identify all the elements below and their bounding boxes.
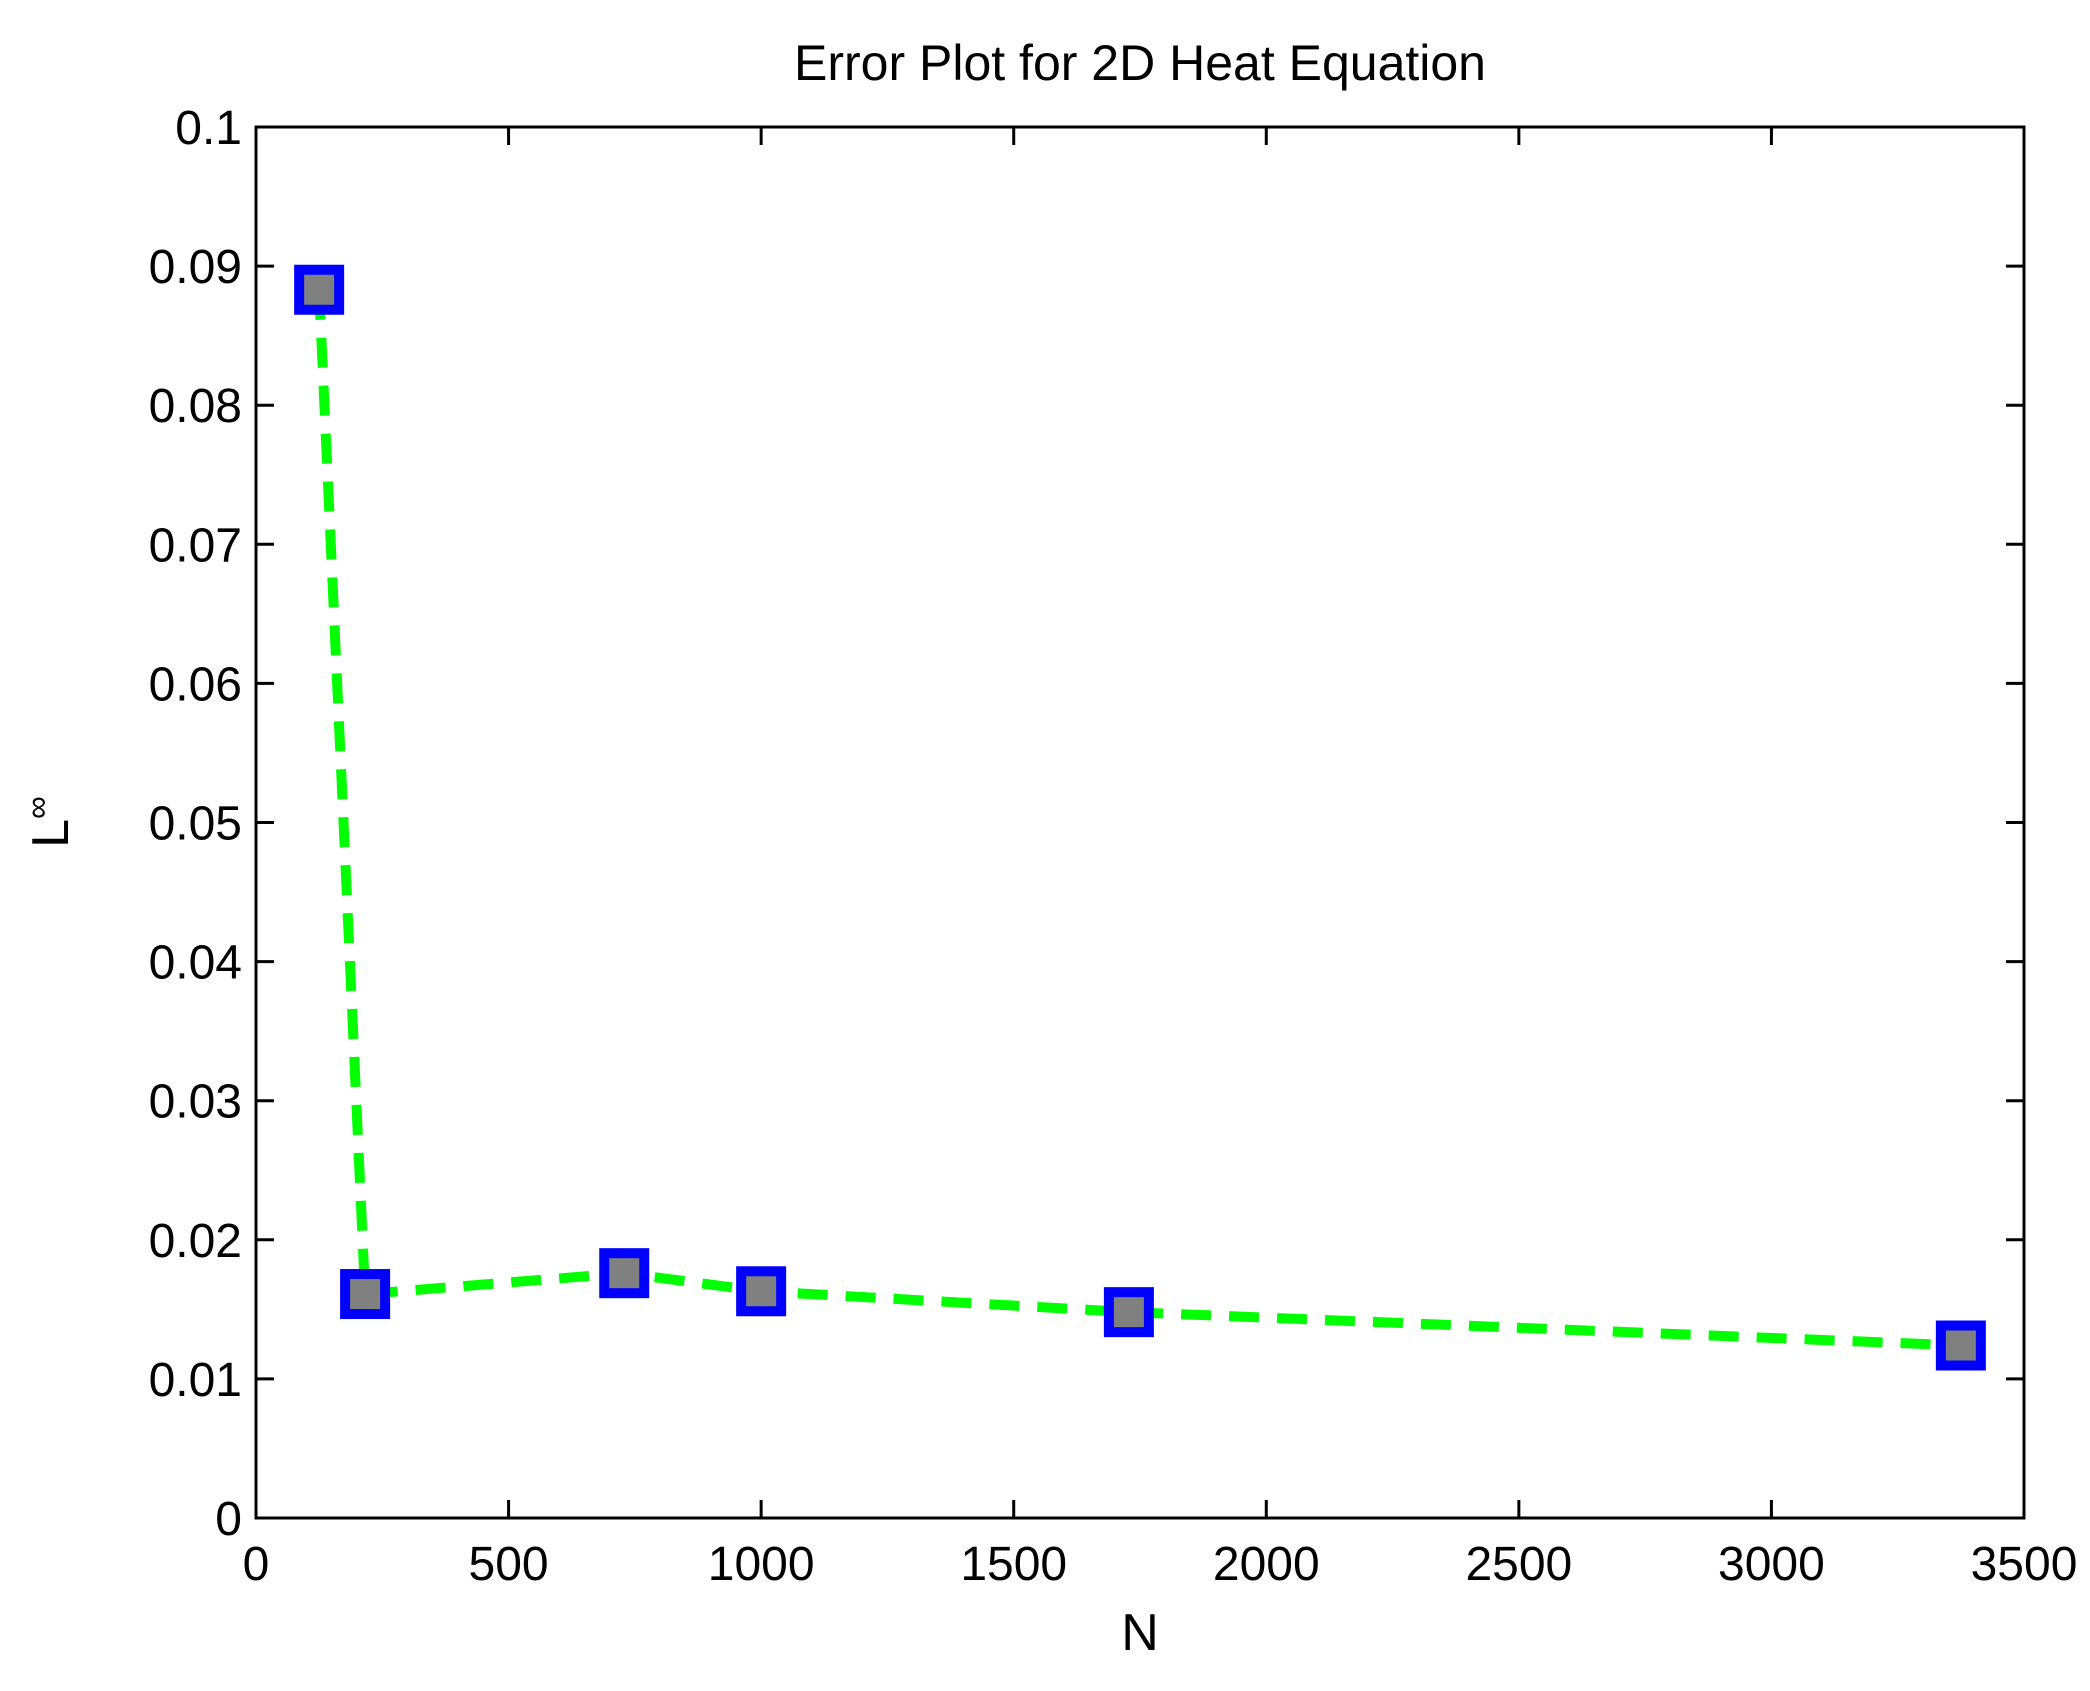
- y-tick-label: 0: [215, 1493, 242, 1546]
- svg-text:L∞: L∞: [19, 796, 80, 848]
- data-point-marker: [599, 1248, 650, 1299]
- x-tick-label: 2500: [1465, 1538, 1572, 1591]
- y-tick-label: 0.02: [149, 1215, 242, 1268]
- y-tick-label: 0.1: [175, 102, 242, 155]
- x-tick-label: 3000: [1718, 1538, 1825, 1591]
- data-point-marker: [340, 1269, 391, 1320]
- plot-area: 0 500 1000 1500 2000 2500 3000 3500 0 0.01 0.02 0.0…: [149, 102, 2078, 1591]
- data-point-marker: [736, 1266, 787, 1317]
- y-tick-label: 0.08: [149, 380, 242, 433]
- x-tick-label: 1000: [708, 1538, 815, 1591]
- y-axis-label-subscript: ∞: [19, 796, 55, 819]
- data-point-marker: [1935, 1320, 1986, 1371]
- y-tick-label: 0.06: [149, 658, 242, 711]
- x-tick-label: 2000: [1213, 1538, 1320, 1591]
- x-tick-label: 3500: [1971, 1538, 2078, 1591]
- x-tick-label: 500: [469, 1538, 549, 1591]
- y-tick-label: 0.03: [149, 1076, 242, 1129]
- chart-title: Error Plot for 2D Heat Equation: [794, 35, 1486, 91]
- y-tick-label: 0.01: [149, 1354, 242, 1407]
- y-axis-label: L∞: [19, 796, 80, 848]
- series-line: [314, 289, 1962, 1351]
- x-axis-label: N: [1121, 1604, 1159, 1662]
- y-tick-label: 0.07: [149, 519, 242, 572]
- y-axis-label-main: L: [22, 819, 80, 848]
- y-tick-label: 0.04: [149, 937, 242, 990]
- x-tick-label: 0: [243, 1538, 270, 1591]
- y-tick-label: 0.05: [149, 798, 242, 851]
- y-tick-label: 0.09: [149, 241, 242, 294]
- data-point-marker: [294, 264, 345, 315]
- data-point-marker: [1103, 1287, 1154, 1338]
- x-tick-label: 1500: [960, 1538, 1067, 1591]
